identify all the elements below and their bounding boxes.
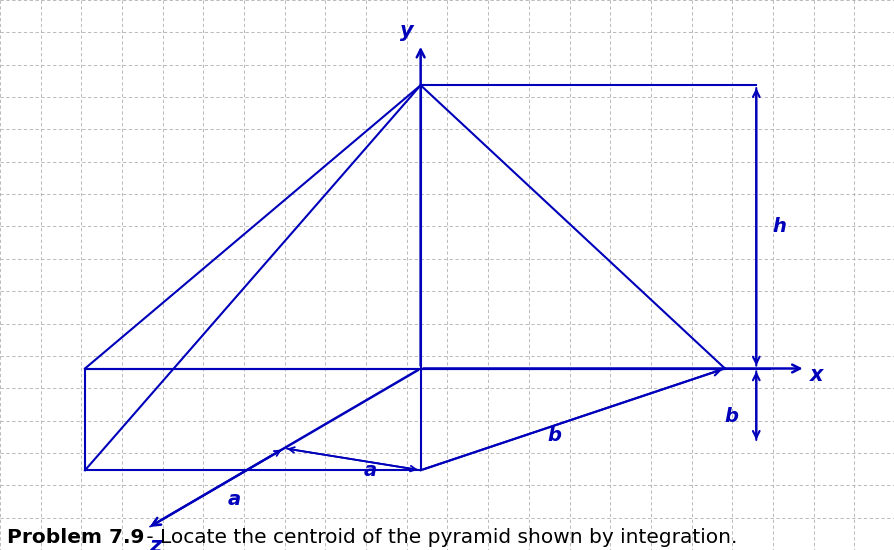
Text: x: x [809,365,822,385]
Text: h: h [772,217,786,236]
Text: b: b [547,426,561,446]
Text: a: a [227,490,240,509]
Text: b: b [723,407,738,426]
Text: - Locate the centroid of the pyramid shown by integration.: - Locate the centroid of the pyramid sho… [139,528,736,547]
Text: z: z [148,536,161,550]
Text: Problem 7.9: Problem 7.9 [7,528,144,547]
Text: y: y [400,21,414,41]
Text: a: a [363,461,376,480]
